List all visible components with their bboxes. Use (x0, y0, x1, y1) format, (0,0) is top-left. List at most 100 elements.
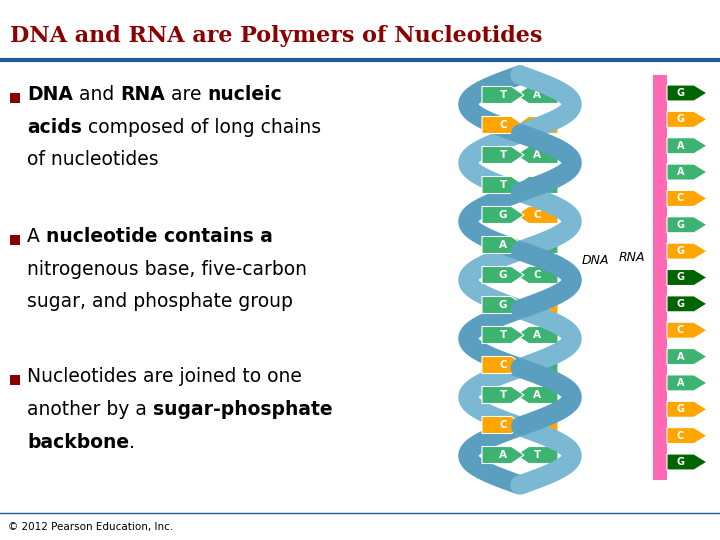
Polygon shape (667, 138, 707, 154)
Text: A: A (677, 141, 684, 151)
Polygon shape (482, 86, 524, 104)
Polygon shape (516, 267, 558, 284)
Text: T: T (500, 90, 507, 100)
Polygon shape (482, 447, 524, 463)
Text: G: G (677, 404, 685, 414)
Text: DNA: DNA (582, 253, 610, 267)
Text: A: A (27, 227, 46, 246)
Text: G: G (677, 273, 685, 282)
Polygon shape (667, 191, 707, 206)
Text: DNA: DNA (27, 85, 73, 104)
Polygon shape (667, 85, 707, 101)
Text: RNA: RNA (618, 251, 645, 264)
Text: sugar, and phosphate group: sugar, and phosphate group (27, 292, 293, 311)
Text: T: T (500, 150, 507, 160)
Text: C: C (534, 300, 541, 310)
Polygon shape (516, 117, 558, 133)
Text: another by a: another by a (27, 400, 153, 419)
Text: C: C (677, 193, 684, 204)
Polygon shape (667, 243, 707, 259)
Polygon shape (667, 296, 707, 312)
Text: G: G (533, 360, 541, 370)
Text: T: T (500, 330, 507, 340)
Polygon shape (516, 86, 558, 104)
Polygon shape (482, 146, 524, 164)
Text: G: G (677, 114, 685, 124)
Text: A: A (533, 150, 541, 160)
Text: C: C (677, 325, 684, 335)
Polygon shape (516, 146, 558, 164)
Polygon shape (667, 401, 707, 417)
Polygon shape (516, 387, 558, 403)
Text: T: T (534, 450, 541, 460)
Polygon shape (482, 327, 524, 343)
Polygon shape (482, 296, 524, 314)
Polygon shape (667, 269, 707, 286)
Polygon shape (482, 267, 524, 284)
Polygon shape (482, 356, 524, 374)
Text: Nucleotides are joined to one: Nucleotides are joined to one (27, 367, 302, 386)
Text: nucleic: nucleic (207, 85, 282, 104)
Text: G: G (499, 270, 508, 280)
Text: G: G (533, 120, 541, 130)
Polygon shape (667, 111, 707, 127)
Text: of nucleotides: of nucleotides (27, 150, 158, 169)
Text: G: G (677, 246, 685, 256)
Text: sugar-phosphate: sugar-phosphate (153, 400, 333, 419)
Polygon shape (516, 237, 558, 253)
Polygon shape (516, 206, 558, 224)
Text: G: G (677, 299, 685, 309)
Polygon shape (667, 217, 707, 233)
Text: T: T (500, 390, 507, 400)
Polygon shape (667, 454, 707, 470)
Polygon shape (516, 447, 558, 463)
Polygon shape (667, 322, 707, 338)
Text: and: and (73, 85, 120, 104)
Polygon shape (516, 356, 558, 374)
Text: A: A (533, 90, 541, 100)
Text: A: A (499, 240, 507, 250)
Text: backbone: backbone (27, 433, 129, 452)
Polygon shape (516, 327, 558, 343)
Text: A: A (677, 378, 684, 388)
Text: G: G (677, 457, 685, 467)
Text: A: A (533, 330, 541, 340)
Text: G: G (677, 88, 685, 98)
Bar (10, 235, 20, 245)
Text: .: . (129, 433, 135, 452)
Polygon shape (516, 177, 558, 193)
Polygon shape (482, 387, 524, 403)
Text: G: G (499, 300, 508, 310)
Text: C: C (534, 270, 541, 280)
Polygon shape (667, 349, 707, 365)
Text: G: G (533, 420, 541, 430)
Text: T: T (534, 240, 541, 250)
Text: RNA: RNA (120, 85, 165, 104)
Text: © 2012 Pearson Education, Inc.: © 2012 Pearson Education, Inc. (8, 522, 174, 532)
Polygon shape (516, 296, 558, 314)
Text: T: T (500, 180, 507, 190)
Polygon shape (667, 375, 707, 391)
Text: nucleotide contains a: nucleotide contains a (46, 227, 273, 246)
Polygon shape (667, 428, 707, 444)
Bar (10, 93, 20, 103)
Polygon shape (482, 206, 524, 224)
Text: C: C (499, 420, 507, 430)
Text: A: A (499, 450, 507, 460)
Polygon shape (482, 416, 524, 434)
Text: A: A (677, 167, 684, 177)
Text: nitrogenous base, five-carbon: nitrogenous base, five-carbon (27, 260, 307, 279)
Text: C: C (499, 120, 507, 130)
Polygon shape (482, 117, 524, 133)
Polygon shape (516, 416, 558, 434)
Text: A: A (533, 390, 541, 400)
Text: A: A (677, 352, 684, 362)
Text: composed of long chains: composed of long chains (82, 118, 321, 137)
Bar (10, 375, 20, 385)
Polygon shape (482, 237, 524, 253)
Text: G: G (499, 210, 508, 220)
Text: C: C (677, 430, 684, 441)
Text: acids: acids (27, 118, 82, 137)
Text: G: G (677, 220, 685, 230)
Text: are: are (165, 85, 207, 104)
